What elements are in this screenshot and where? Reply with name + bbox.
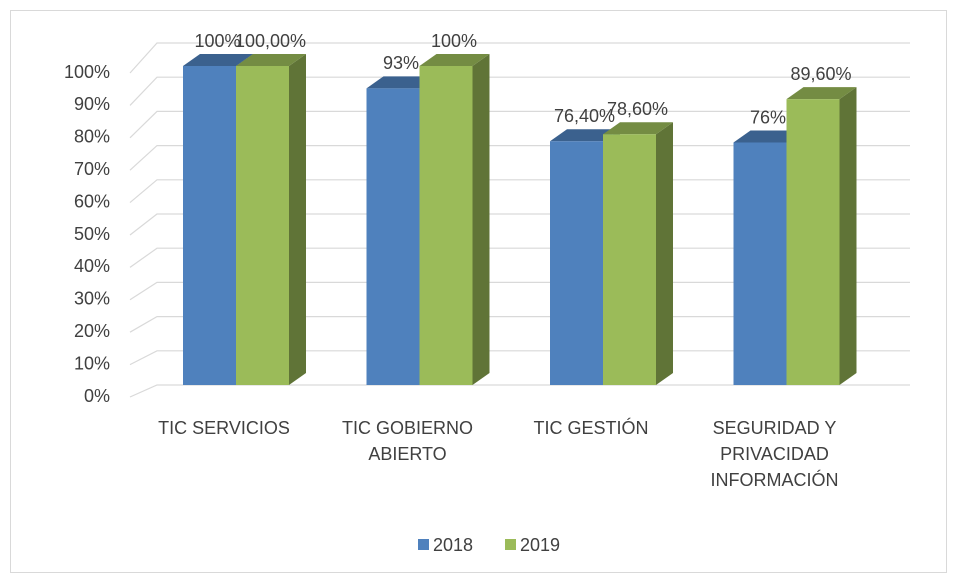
y-tick-label: 100% [64, 62, 110, 82]
value-label: 100% [194, 31, 240, 51]
bar-front [550, 141, 603, 385]
legend-swatch [505, 539, 516, 550]
y-tick-label: 10% [74, 353, 110, 373]
y-tick-label: 70% [74, 159, 110, 179]
bar-front [183, 66, 236, 385]
bar-top [419, 54, 490, 66]
bar-top [550, 129, 620, 142]
grid-line [129, 110, 910, 139]
bar [236, 54, 306, 385]
value-label: 76,40% [554, 106, 615, 126]
value-label: 76% [750, 107, 786, 127]
value-label: 78,60% [607, 99, 668, 119]
bar-front [366, 88, 420, 385]
bar-side [839, 87, 857, 386]
bar-side [656, 122, 673, 386]
bar-front [733, 142, 787, 385]
y-tick-label: 40% [74, 256, 110, 276]
bar-top [733, 130, 804, 143]
bar-top [603, 122, 673, 135]
bar-top [236, 54, 306, 66]
bar-front [236, 66, 289, 385]
x-tick-label: TIC GOBIERNO ABIERTO [341, 418, 473, 464]
y-tick-label: 90% [74, 94, 110, 114]
value-label: 89,60% [790, 64, 851, 84]
y-tick-label: 50% [74, 224, 110, 244]
y-tick-label: 80% [74, 127, 110, 147]
x-tick-label: TIC GESTIÓN [533, 418, 649, 438]
value-label: 100% [431, 31, 477, 51]
bar-front [786, 99, 840, 386]
y-tick-label: 30% [74, 289, 110, 309]
legend-label: 2018 [433, 535, 473, 555]
legend-swatch [418, 539, 429, 550]
y-tick-label: 60% [74, 191, 110, 211]
value-label: 100,00% [235, 31, 306, 51]
grid-line [129, 384, 910, 398]
bar-front [419, 66, 473, 385]
bar-top [183, 54, 253, 66]
y-tick-label: 0% [84, 386, 110, 406]
bar [786, 87, 857, 386]
bar [419, 54, 490, 385]
grid-line [129, 42, 910, 74]
x-tick-label: TIC SERVICIOS [158, 418, 290, 438]
grid-line [129, 76, 910, 106]
y-tick-label: 20% [74, 321, 110, 341]
bar-side [289, 54, 306, 385]
bar-front [603, 134, 656, 385]
bar-top [366, 76, 437, 89]
bar-top [786, 87, 857, 100]
legend-label: 2019 [520, 535, 560, 555]
x-tick-label: SEGURIDAD Y PRIVACIDAD INFORMACIÓN [710, 418, 839, 490]
bar-side [472, 54, 490, 385]
bar [603, 122, 673, 386]
value-label: 93% [383, 53, 419, 73]
